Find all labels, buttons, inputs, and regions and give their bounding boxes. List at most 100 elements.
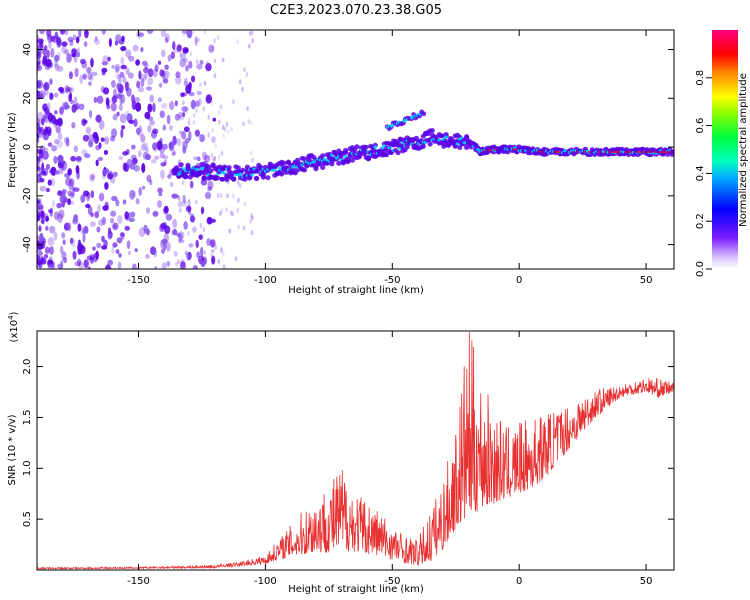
- spectrogram-noise-cell: [195, 59, 199, 65]
- spectrogram-noise-cell: [160, 30, 166, 38]
- spectrogram-noise-cell: [37, 38, 44, 44]
- spectrogram-noise-cell: [110, 128, 118, 138]
- spectrogram-noise-cell: [101, 235, 105, 243]
- spectrogram-noise-cell: [49, 78, 53, 85]
- spectrogram-ridge-cell: [336, 160, 342, 166]
- spectrogram-noise-cell: [75, 36, 80, 44]
- spectrogram-noise-cell: [61, 45, 67, 54]
- spectrogram-ridge-cell: [438, 133, 445, 139]
- spectrogram-noise-cell: [43, 89, 49, 96]
- spectrogram-noise-cell: [183, 221, 188, 230]
- spectrogram-noise-cell: [204, 259, 207, 265]
- spectrogram-noise-cell: [220, 247, 223, 253]
- spectrogram-noise-cell: [82, 228, 89, 235]
- spectrogram-noise-cell: [53, 231, 58, 241]
- spectrogram-noise-cell: [39, 30, 45, 35]
- spectrogram-noise-cell: [188, 81, 192, 89]
- spectrogram-noise-cell: [242, 121, 245, 127]
- spectrogram-noise-cell: [144, 72, 148, 80]
- spectrogram-noise-cell: [213, 38, 216, 44]
- spectrogram-ridge-core: [476, 148, 480, 152]
- spectrogram-noise-cell: [95, 250, 99, 260]
- spectrogram-noise-cell: [172, 135, 177, 146]
- spectrogram-noise-cell: [207, 114, 210, 120]
- spectrogram-noise-cell: [107, 259, 114, 266]
- spectrogram-noise-cell: [104, 182, 109, 190]
- spectrogram-noise-cell: [128, 72, 134, 79]
- spectrogram-noise-cell: [158, 82, 163, 88]
- spectrogram-noise-cell: [94, 211, 100, 219]
- spectrogram-noise-cell: [64, 104, 70, 110]
- spectrogram-noise-cell: [192, 226, 197, 233]
- spectrogram-noise-cell: [213, 73, 217, 79]
- spectrogram-noise-cell: [86, 255, 93, 261]
- spectrogram-noise-cell: [59, 195, 64, 203]
- spectrogram-noise-cell: [68, 71, 73, 80]
- spectrogram-ridge-cell: [395, 150, 401, 156]
- spectrogram-noise-cell: [119, 71, 125, 78]
- spectrogram-ridge-cell: [354, 144, 360, 150]
- spectrogram-noise-cell: [68, 182, 75, 191]
- spectrogram-ridge-core: [563, 149, 567, 153]
- spectrogram-ridge-cell: [347, 153, 353, 159]
- spectrogram-noise-cell: [162, 143, 168, 150]
- spectrogram-noise-cell: [47, 142, 53, 147]
- spectrogram-noise-cell: [61, 188, 68, 194]
- spectrogram-noise-cell: [185, 58, 188, 64]
- snr-y-tick-label: 2.0: [22, 359, 33, 375]
- spectrogram-noise-cell: [143, 67, 149, 74]
- spectrogram-noise-cell: [73, 187, 80, 192]
- spectrogram-noise-cell: [172, 41, 176, 51]
- spectrogram-noise-cell: [249, 150, 253, 156]
- spectrogram-noise-cell: [225, 121, 229, 127]
- spectrogram-noise-cell: [133, 118, 138, 128]
- spectrogram-noise-cell: [115, 199, 120, 207]
- spectrogram-ridge-cell: [235, 165, 241, 171]
- spectrogram-noise-cell: [132, 44, 139, 52]
- spectrogram-noise-cell: [128, 119, 135, 124]
- spectrogram-ridge-cell: [445, 143, 451, 148]
- spectrogram-noise-cell: [54, 60, 59, 68]
- spectrogram-ridge-core: [462, 141, 467, 145]
- spectrogram-noise-cell: [212, 157, 215, 163]
- spectrogram-noise-cell: [50, 35, 56, 42]
- spectrogram-noise-cell: [74, 96, 78, 106]
- spectrogram-noise-cell: [194, 129, 200, 137]
- spectrogram-ridge-cell: [464, 134, 470, 139]
- spectrogram-noise-cell: [250, 213, 253, 219]
- spectrogram-noise-cell: [76, 52, 81, 58]
- spectrogram-noise-cell: [39, 185, 47, 192]
- spectrogram-noise-cell: [189, 51, 193, 57]
- spectrogram-ridge-cell: [429, 128, 435, 133]
- spectrogram-y-label: Frequency (Hz): [7, 112, 18, 188]
- spectrogram-noise-cell: [89, 75, 94, 81]
- spectrogram-noise-cell: [54, 170, 60, 175]
- spectrogram-noise-cell: [172, 150, 176, 156]
- spectrogram-noise-cell: [203, 30, 207, 35]
- spectrogram-noise-cell: [127, 250, 132, 256]
- spectrogram-noise-cell: [182, 100, 185, 106]
- spectrogram-noise-cell: [211, 255, 215, 261]
- spectrogram-noise-cell: [164, 225, 171, 235]
- spectrogram-noise-cell: [70, 155, 77, 162]
- spectrogram-noise-cell: [200, 262, 204, 268]
- spectrogram-noise-cell: [69, 91, 73, 102]
- spectrogram-noise-cell: [189, 213, 195, 223]
- spectrogram-noise-cell: [102, 168, 108, 176]
- spectrogram-ridge-cell: [345, 159, 351, 165]
- spectrogram-noise-cell: [216, 35, 220, 41]
- spectrogram-ridge-cell: [210, 162, 216, 168]
- spectrogram-noise-cell: [222, 251, 225, 257]
- spectrogram-noise-cell: [70, 237, 76, 248]
- spectrogram-noise-cell: [52, 199, 56, 208]
- spectrogram-ridge-core: [272, 168, 277, 172]
- spectrogram-noise-cell: [93, 96, 98, 104]
- spectrogram-noise-cell: [195, 108, 198, 114]
- spectrogram-ridge-cell: [365, 155, 372, 160]
- spectrogram-noise-cell: [87, 191, 91, 199]
- spectrogram-ridge-cell: [343, 148, 349, 153]
- spectrogram-noise-cell: [176, 232, 181, 237]
- spectrogram-noise-cell: [196, 63, 203, 70]
- spectrogram-noise-cell: [57, 51, 61, 60]
- spectrogram-noise-cell: [179, 58, 186, 68]
